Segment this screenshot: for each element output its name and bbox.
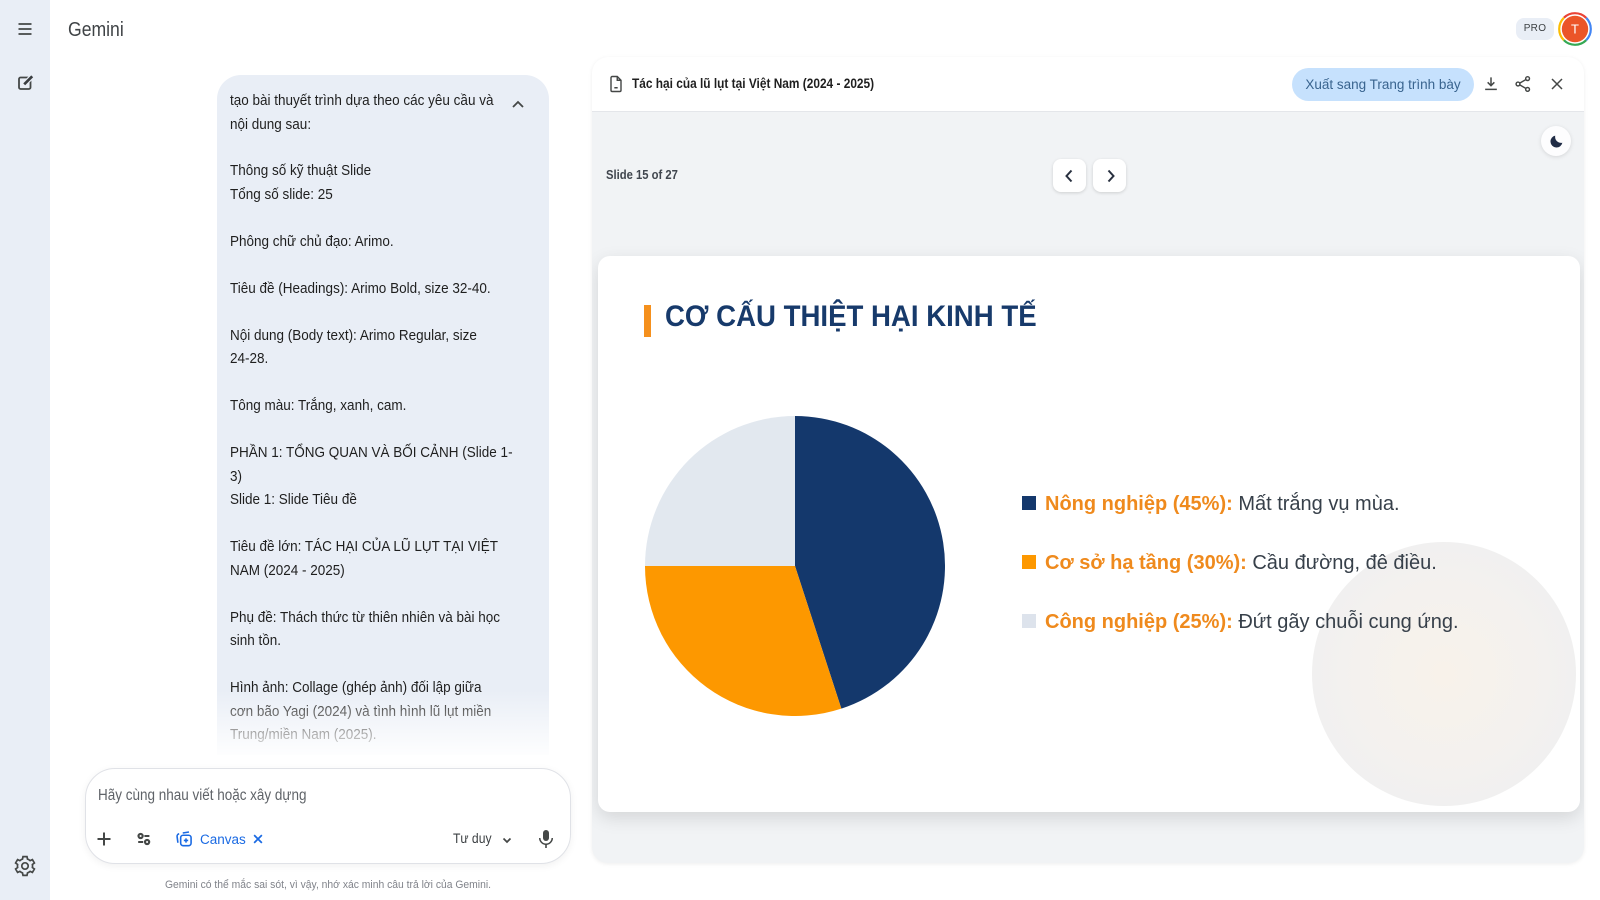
svg-text:T: T — [1571, 22, 1579, 37]
